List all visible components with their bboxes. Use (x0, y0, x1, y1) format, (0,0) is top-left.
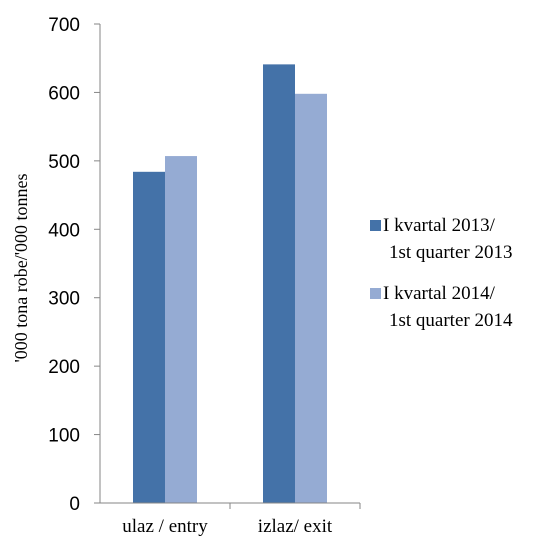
bar (165, 156, 197, 503)
y-tick-label: 500 (48, 152, 80, 173)
legend-swatch (370, 288, 381, 299)
x-axis: ulaz / entry izlaz/ exit (100, 502, 361, 537)
y-axis-label: '000 tona robe/'000 tonnes (11, 174, 31, 363)
y-tick-label: 0 (69, 494, 80, 515)
legend: I kvartal 2013/1st quarter 2013 I kvartal… (370, 215, 513, 331)
x-tick-label: izlaz/ exit (258, 516, 333, 537)
y-tick-label: 700 (48, 15, 80, 36)
y-tick-label: 400 (48, 220, 80, 241)
legend-label: 1st quarter 2014 (389, 310, 513, 331)
bar (133, 171, 165, 503)
y-tick-label: 300 (48, 289, 80, 310)
bars (133, 64, 327, 503)
y-tick-label: 600 (48, 83, 80, 104)
y-tick-label: 200 (48, 357, 80, 378)
legend-label: 1st quarter 2013 (389, 242, 512, 263)
y-tick-label: 100 (48, 426, 80, 447)
legend-label: I kvartal 2013/ (383, 215, 496, 236)
legend-label: I kvartal 2014/ (383, 283, 496, 304)
legend-swatch (370, 220, 381, 231)
bar (263, 64, 295, 503)
x-tick-label: ulaz / entry (122, 516, 208, 537)
bar (295, 93, 327, 503)
y-axis: 0 100 200 300 400 500 600 700 (48, 15, 101, 515)
